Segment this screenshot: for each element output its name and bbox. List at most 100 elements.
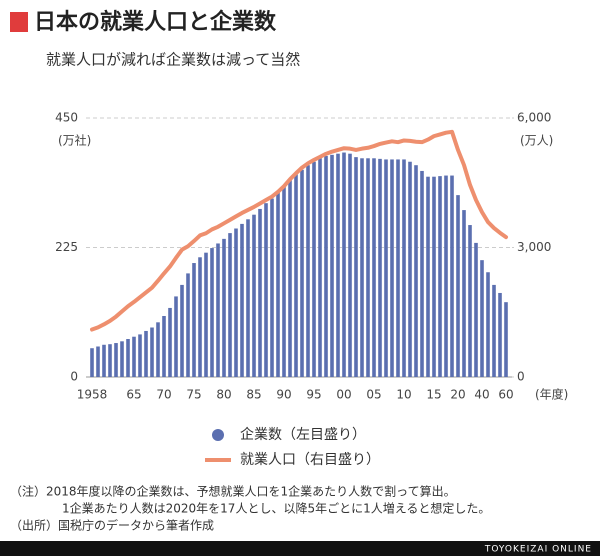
- bar: [480, 260, 484, 377]
- bar: [468, 225, 472, 377]
- bar: [210, 248, 214, 377]
- bar: [198, 257, 202, 377]
- bar: [438, 176, 442, 377]
- bar: [192, 263, 196, 377]
- bar: [432, 176, 436, 377]
- bar: [456, 195, 460, 377]
- bar: [474, 242, 478, 377]
- bar: [132, 336, 136, 377]
- x-tick-label: 1958: [77, 388, 108, 402]
- bar: [402, 159, 406, 377]
- bar: [486, 272, 490, 377]
- x-tick-label: 70: [156, 388, 171, 402]
- bar: [222, 238, 226, 377]
- x-tick-label: 95: [306, 388, 321, 402]
- bar: [162, 315, 166, 377]
- bar: [288, 180, 292, 377]
- note: （注）2018年度以降の企業数は、予想就業人口を1企業あたり人数で割って算出。: [10, 484, 456, 499]
- bar: [186, 273, 190, 377]
- footer: TOYOKEIZAI ONLINE: [484, 545, 592, 555]
- bar: [378, 158, 382, 377]
- bar: [150, 327, 154, 377]
- x-tick-label: 75: [186, 388, 201, 402]
- note: 1企業あたり人数は2020年を17人とし、以降5年ごとに1人増えると想定した。: [62, 501, 490, 516]
- bar: [246, 219, 250, 377]
- y-axis-label: (万社): [58, 133, 91, 148]
- x-tick-label: 00: [336, 388, 351, 402]
- bar: [204, 252, 208, 377]
- bar: [492, 284, 496, 377]
- bar: [234, 228, 238, 377]
- bar: [336, 153, 340, 377]
- chart-title: 日本の就業人口と企業数: [34, 9, 277, 35]
- x-tick-label: 20: [450, 388, 465, 402]
- x-tick-label: 05: [366, 388, 381, 402]
- bar: [174, 296, 178, 377]
- bar: [90, 348, 94, 377]
- bar: [312, 161, 316, 377]
- bar: [384, 159, 388, 377]
- bar: [426, 176, 430, 377]
- y-tick-label: 450: [55, 111, 78, 125]
- bar: [408, 161, 412, 377]
- note: （出所）国税庁のデータから筆者作成: [10, 518, 214, 533]
- bar: [414, 165, 418, 377]
- bar: [276, 191, 280, 377]
- y2-axis-label: (万人): [520, 134, 553, 148]
- y2-tick-label: 3,000: [517, 240, 551, 254]
- bar: [120, 341, 124, 377]
- bar: [282, 185, 286, 377]
- bar: [264, 203, 268, 377]
- bar: [216, 243, 220, 377]
- x-tick-label: 60: [498, 388, 513, 402]
- bar: [360, 158, 364, 377]
- bar: [498, 292, 502, 377]
- bar: [390, 159, 394, 377]
- bar: [270, 198, 274, 377]
- bar: [444, 175, 448, 377]
- y-tick-label: 225: [55, 240, 78, 254]
- bar: [180, 284, 184, 377]
- bar: [168, 307, 172, 377]
- bar: [96, 346, 100, 377]
- x-tick-label: 65: [126, 388, 141, 402]
- legend-label: 企業数（左目盛り）: [240, 426, 366, 443]
- x-tick-label: 10: [396, 388, 411, 402]
- legend-label: 就業人口（右目盛り）: [240, 452, 380, 468]
- x-axis-label: (年度): [535, 387, 568, 402]
- bar: [108, 344, 112, 377]
- bar: [228, 233, 232, 377]
- bar: [258, 208, 262, 377]
- bar: [318, 158, 322, 377]
- bar: [240, 223, 244, 377]
- bar: [348, 153, 352, 377]
- x-tick-label: 80: [216, 388, 231, 402]
- bar: [450, 175, 454, 377]
- bar: [324, 155, 328, 377]
- bar: [300, 169, 304, 377]
- x-tick-label: 40: [474, 388, 489, 402]
- bar: [396, 159, 400, 377]
- title-marker: [10, 12, 28, 32]
- y2-tick-label: 0: [517, 370, 525, 384]
- bar: [156, 322, 160, 377]
- bar: [114, 343, 118, 377]
- bar: [330, 154, 334, 377]
- y-tick-label: 0: [70, 370, 78, 384]
- bar: [252, 214, 256, 377]
- bar: [504, 302, 508, 377]
- footer-bar: [0, 541, 600, 556]
- bar: [138, 334, 142, 377]
- bar: [294, 174, 298, 377]
- bar: [306, 165, 310, 377]
- line: [90, 129, 508, 332]
- chart-subtitle: 就業人口が減れば企業数は減って当然: [46, 51, 300, 69]
- x-tick-label: 15: [426, 388, 441, 402]
- bar: [144, 330, 148, 377]
- x-tick-label: 90: [276, 388, 291, 402]
- bar: [354, 157, 358, 377]
- bar: [462, 210, 466, 377]
- y2-tick-label: 6,000: [517, 111, 551, 125]
- bar: [420, 170, 424, 377]
